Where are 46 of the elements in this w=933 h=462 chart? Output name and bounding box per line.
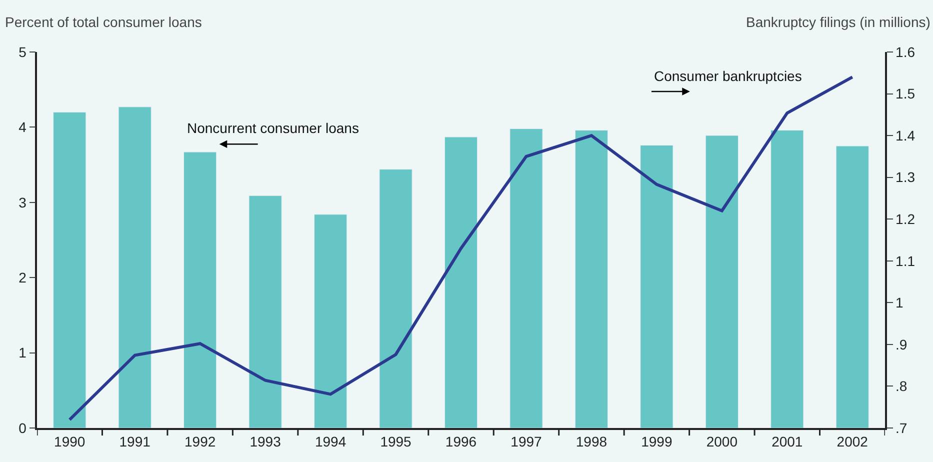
bar (314, 214, 348, 428)
x-tick-label: 1992 (184, 434, 216, 450)
series-label: Noncurrent consumer loans (187, 120, 359, 136)
y2-tick-label: 1 (896, 294, 904, 311)
y2-tick-label: 1.4 (896, 127, 916, 144)
y-tick-label: 4 (18, 119, 27, 136)
y-tick-label: 1 (18, 344, 27, 361)
y2-axis-title: Bankruptcy filings (in millions) (746, 14, 930, 30)
y2-tick-label: .7 (896, 420, 908, 436)
x-tick-label: 2001 (772, 434, 803, 450)
x-tick-label: 1999 (641, 434, 672, 450)
y2-tick-label: 1.2 (896, 211, 916, 228)
bar (510, 128, 543, 428)
x-tick-label: 1993 (250, 434, 282, 450)
bar (248, 195, 282, 428)
bar (705, 135, 738, 428)
bar (574, 130, 608, 428)
y-tick-label: 2 (18, 270, 27, 286)
bar (836, 146, 869, 428)
y2-tick-label: 1.1 (896, 252, 916, 269)
x-tick-label: 1994 (314, 434, 346, 450)
y2-tick-label: .8 (896, 378, 908, 394)
y-axis-title: Percent of total consumer loans (5, 14, 202, 30)
bar (53, 112, 86, 428)
y-tick-label: 5 (18, 44, 27, 60)
bar (444, 136, 478, 428)
bar (118, 106, 152, 428)
x-tick-label: 1997 (510, 434, 542, 450)
y2-tick-label: 1.3 (896, 169, 916, 186)
x-tick-label: 1995 (380, 434, 412, 450)
bar (770, 130, 804, 428)
x-tick-label: 1990 (54, 434, 86, 450)
y2-tick-label: .9 (896, 336, 908, 352)
bar (379, 169, 412, 428)
y2-tick-label: 1.6 (896, 44, 916, 60)
x-tick-label: 2002 (836, 434, 868, 450)
y-tick-label: 3 (18, 194, 27, 210)
x-tick-label: 1998 (576, 434, 608, 450)
bar (184, 152, 217, 428)
bar (640, 145, 674, 428)
series-label: Consumer bankruptcies (654, 68, 802, 84)
y2-tick-label: 1.5 (896, 86, 916, 102)
x-tick-label: 1996 (445, 434, 477, 450)
y-tick-label: 0 (18, 420, 27, 436)
x-tick-label: 2000 (706, 434, 738, 450)
x-tick-label: 1991 (119, 434, 151, 450)
